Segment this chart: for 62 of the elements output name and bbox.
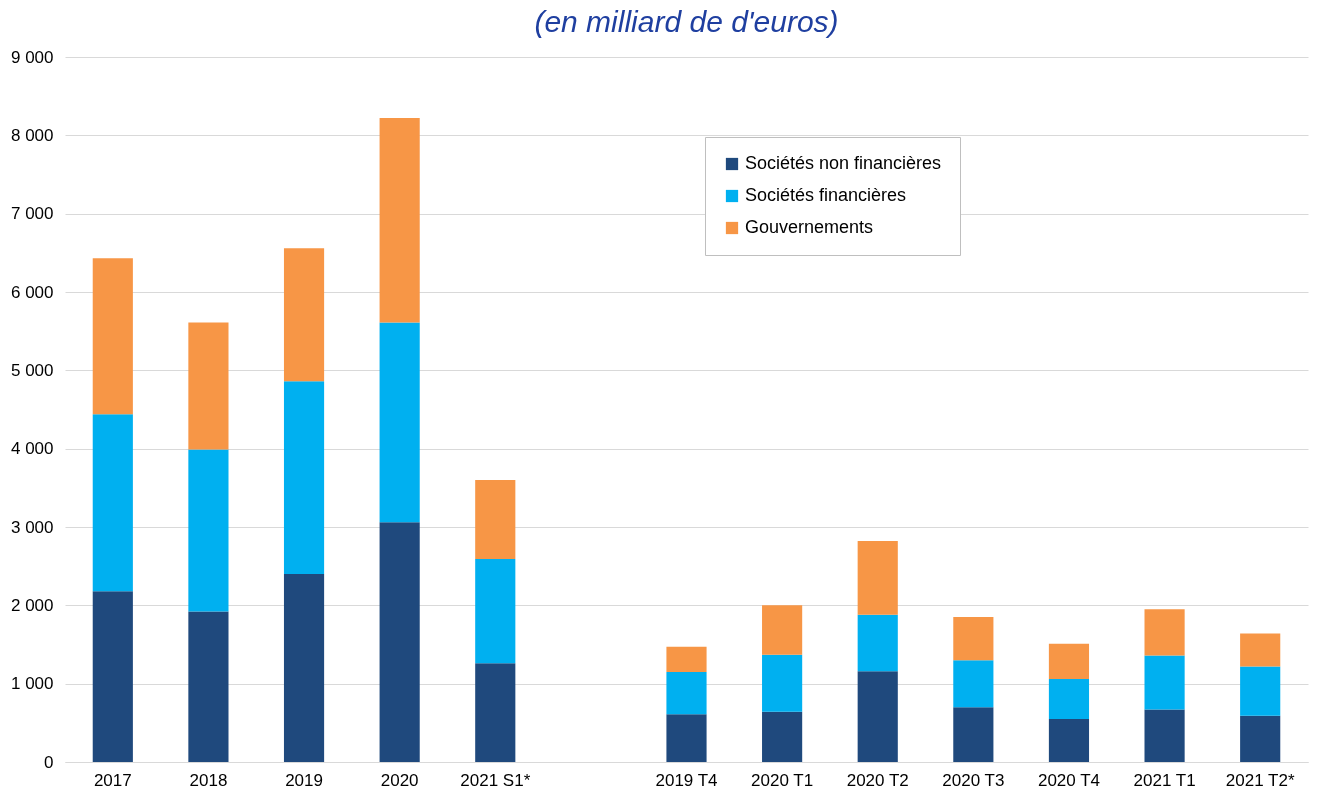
bar <box>1240 666 1281 716</box>
y-tick-label: 9 000 <box>10 47 54 67</box>
x-tick-label: 2019 <box>285 770 323 790</box>
bar <box>953 617 994 661</box>
bar <box>92 414 133 592</box>
bar <box>92 591 133 762</box>
y-tick-label: 8 000 <box>10 125 54 145</box>
bar <box>762 654 803 712</box>
bar <box>475 559 516 664</box>
x-tick-label: 2020 T2 <box>846 770 909 790</box>
bar <box>379 522 420 762</box>
bar <box>1144 655 1185 710</box>
bar <box>379 118 420 323</box>
bar <box>666 646 707 672</box>
bar <box>666 671 707 715</box>
bar <box>1144 609 1185 656</box>
x-tick-label: 2021 T1 <box>1133 770 1196 790</box>
x-tick-label: 2020 T1 <box>751 770 814 790</box>
bar <box>92 258 133 415</box>
bar <box>1048 718 1090 762</box>
x-tick-label: 2020 T4 <box>1037 770 1100 790</box>
x-tick-label: 2019 T4 <box>655 770 718 790</box>
legend-label: Sociétés non financières <box>745 153 942 173</box>
bar <box>379 322 420 523</box>
legend-label: Gouvernements <box>745 217 874 237</box>
bar <box>1144 709 1185 762</box>
bar <box>857 614 898 672</box>
y-tick-label: 7 000 <box>10 204 54 224</box>
x-tick-label: 2017 <box>93 770 132 790</box>
x-tick-label: 2020 T3 <box>942 770 1005 790</box>
bar <box>1048 643 1090 679</box>
bar <box>762 605 803 655</box>
bar <box>762 711 803 762</box>
y-tick-label: 2 000 <box>10 595 54 615</box>
chart-title: (en milliard de d'euros) <box>534 5 839 38</box>
y-tick-label: 4 000 <box>10 439 54 459</box>
y-tick-label: 6 000 <box>10 282 54 302</box>
bar <box>1240 633 1281 667</box>
bar <box>283 248 325 382</box>
bar <box>666 714 707 762</box>
y-tick-label: 0 <box>44 752 54 772</box>
y-tick-label: 5 000 <box>10 360 54 380</box>
bar <box>953 660 994 708</box>
bar <box>188 322 229 450</box>
x-tick-label: 2021 T2* <box>1225 770 1295 790</box>
bar <box>857 541 898 615</box>
bar <box>1240 715 1281 762</box>
bar <box>188 449 229 612</box>
bar <box>475 480 516 560</box>
x-tick-label: 2020 <box>380 770 419 790</box>
bar <box>475 663 516 762</box>
bar <box>188 611 229 762</box>
bar <box>953 707 994 762</box>
x-tick-label: 2021 S1* <box>460 770 531 790</box>
y-tick-label: 1 000 <box>10 674 54 694</box>
bar <box>283 574 325 762</box>
y-tick-label: 3 000 <box>10 517 54 537</box>
bar <box>283 381 325 574</box>
x-tick-label: 2018 <box>189 770 228 790</box>
legend-label: Sociétés financières <box>745 185 907 205</box>
bar <box>1048 678 1090 719</box>
bar <box>857 671 898 762</box>
